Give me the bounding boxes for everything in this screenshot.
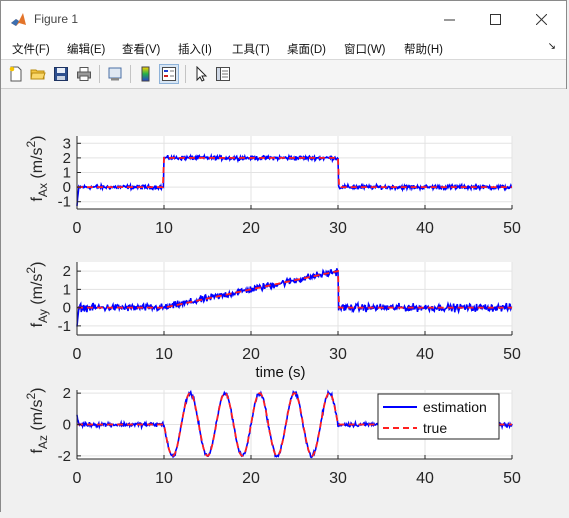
x-tick-label: 10 [155, 220, 173, 237]
print-preview-icon [108, 67, 122, 81]
title-bar[interactable]: Figure 1 [1, 1, 566, 37]
menu-view[interactable]: 查看(V) [122, 44, 161, 56]
y-tick-label: 0 [63, 179, 71, 196]
legend-box [377, 393, 500, 440]
x-tick-label: 20 [242, 346, 260, 363]
menu-bar: 文件(F) 编辑(E) 查看(V) 插入(I) 工具(T) 桌面(D) 窗口(W… [1, 37, 566, 60]
subplot-2[interactable]: 0 10 20 30 40 50 -10 12 fAy (m/s2) time (s) [24, 262, 521, 381]
maximize-button[interactable] [472, 1, 518, 37]
y-tick-label: 0 [63, 300, 71, 317]
legend-icon [162, 67, 176, 81]
y-tick-label: -1 [58, 194, 71, 211]
close-button[interactable] [518, 1, 564, 37]
y-axis-label: fAy (m/s2) [24, 262, 50, 328]
y-axis-label: fAz (m/s2) [24, 387, 50, 453]
y-tick-label: 1 [63, 281, 71, 298]
x-tick-label: 0 [73, 220, 82, 237]
pointer-arrow-icon [196, 66, 208, 82]
legend-true-label: true [423, 420, 447, 436]
series-true [77, 269, 512, 309]
series-estimation [76, 152, 513, 206]
toolbar-separator [185, 65, 186, 83]
menu-window[interactable]: 窗口(W) [344, 44, 386, 56]
matlab-logo-icon [11, 13, 26, 26]
y-tick-label: 0 [63, 417, 71, 434]
x-tick-label: 0 [73, 470, 82, 487]
y-tick-label: -1 [58, 318, 71, 335]
x-tick-label: 40 [416, 220, 434, 237]
new-figure-button[interactable] [6, 64, 26, 84]
property-inspector-icon [216, 67, 230, 81]
legend-estimation-label: estimation [423, 399, 487, 415]
toolbar [1, 60, 566, 89]
print-preview-button[interactable] [105, 64, 125, 84]
y-axis-label: fAx (m/s2) [24, 135, 50, 201]
insert-legend-button[interactable] [159, 64, 179, 84]
y-tick-label: 2 [63, 150, 71, 167]
y-tick-label: 2 [63, 385, 71, 402]
menu-help[interactable]: 帮助(H) [404, 44, 443, 56]
x-tick-label: 40 [416, 346, 434, 363]
menu-insert[interactable]: 插入(I) [178, 44, 212, 56]
axes-background [77, 262, 512, 335]
toolbar-separator [99, 65, 100, 83]
x-tick-label: 30 [329, 220, 347, 237]
minimize-icon [443, 19, 455, 20]
save-icon [54, 67, 68, 81]
x-tick-label: 50 [503, 220, 521, 237]
x-tick-label: 50 [503, 346, 521, 363]
menu-tools[interactable]: 工具(T) [232, 44, 270, 56]
series-true [77, 157, 512, 188]
toolbar-separator [130, 65, 131, 83]
x-tick-label: 10 [155, 346, 173, 363]
edit-plot-button[interactable] [191, 64, 211, 84]
minimize-button[interactable] [426, 1, 472, 37]
menu-file[interactable]: 文件(F) [12, 44, 50, 56]
open-file-button[interactable] [28, 64, 48, 84]
printer-icon [77, 67, 91, 81]
menu-edit[interactable]: 编辑(E) [67, 44, 106, 56]
x-tick-label: 40 [416, 470, 434, 487]
x-tick-label: 50 [503, 470, 521, 487]
x-tick-label: 10 [155, 470, 173, 487]
print-button[interactable] [74, 64, 94, 84]
x-tick-label: 30 [329, 470, 347, 487]
close-icon [535, 13, 547, 25]
y-tick-label: -2 [58, 448, 71, 465]
x-tick-label: 20 [242, 470, 260, 487]
menu-desktop[interactable]: 桌面(D) [287, 44, 326, 56]
folder-open-icon [30, 69, 46, 80]
window-title: Figure 1 [34, 12, 79, 26]
colorbar-icon [141, 66, 150, 82]
y-tick-label: 2 [63, 263, 71, 280]
x-axis-label: time (s) [256, 364, 306, 381]
new-file-icon [9, 66, 22, 82]
y-tick-label: 3 [63, 135, 71, 152]
x-tick-label: 20 [242, 220, 260, 237]
figure-canvas[interactable]: 0 10 20 30 40 50 -1 0 1 2 3 fAx (m/s2) 0 10 20 30 40 50 -1… [1, 89, 568, 513]
save-button[interactable] [51, 64, 71, 84]
legend[interactable]: estimation true [377, 393, 500, 440]
y-tick-label: 1 [63, 165, 71, 182]
property-inspector-button[interactable] [213, 64, 233, 84]
insert-colorbar-button[interactable] [136, 64, 156, 84]
x-tick-label: 30 [329, 346, 347, 363]
menu-overflow-arrow-icon[interactable]: ↘ [547, 41, 556, 52]
maximize-icon [489, 13, 501, 25]
x-tick-label: 0 [73, 346, 82, 363]
